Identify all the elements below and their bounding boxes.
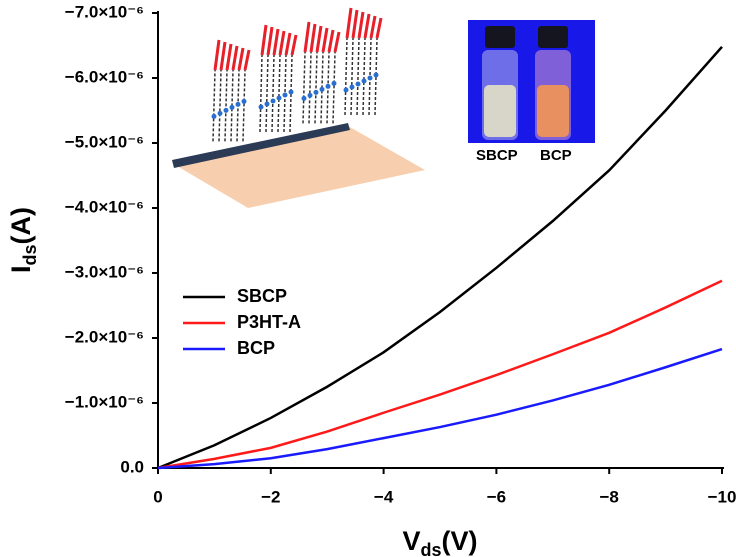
y-tick-label: −3.0×10⁻⁶ bbox=[65, 262, 144, 281]
series-line bbox=[157, 279, 723, 470]
y-tick-label: −1.0×10⁻⁶ bbox=[65, 392, 144, 411]
x-tick-label: 0 bbox=[153, 487, 162, 506]
brush-diagram bbox=[172, 7, 425, 208]
y-axis-symbol: I bbox=[6, 265, 36, 273]
x-axis-unit: (V) bbox=[442, 526, 478, 556]
series-line bbox=[157, 45, 723, 470]
vial-photo: SBCP BCP bbox=[468, 20, 595, 164]
inset-label: BCP bbox=[540, 147, 572, 164]
x-tick-label: −4 bbox=[374, 487, 394, 506]
x-axis-symbol: V bbox=[402, 526, 420, 556]
y-axis-subscript: ds bbox=[20, 244, 40, 265]
y-axis-unit: (A) bbox=[6, 207, 36, 244]
y-tick-label: −4.0×10⁻⁶ bbox=[65, 197, 144, 216]
x-axis-title: Vds(V) bbox=[402, 526, 477, 557]
x-tick-label: −8 bbox=[600, 487, 619, 506]
x-tick-label: −6 bbox=[487, 487, 506, 506]
legend-label: P3HT-A bbox=[237, 312, 301, 332]
x-axis-subscript: ds bbox=[421, 540, 442, 557]
y-tick-label: −5.0×10⁻⁶ bbox=[65, 132, 144, 151]
y-axis-title: Ids(A) bbox=[6, 207, 40, 273]
x-tick-label: −10 bbox=[708, 487, 736, 506]
y-tick-label: −7.0×10⁻⁶ bbox=[65, 2, 144, 21]
y-tick-label: −2.0×10⁻⁶ bbox=[65, 327, 144, 346]
y-tick-label: −6.0×10⁻⁶ bbox=[65, 67, 144, 86]
y-tick-label: 0.0 bbox=[120, 457, 144, 476]
x-tick-label: −2 bbox=[261, 487, 280, 506]
legend-label: BCP bbox=[237, 338, 275, 358]
inset-label: SBCP bbox=[476, 147, 518, 164]
legend-label: SBCP bbox=[237, 286, 287, 306]
series-line bbox=[157, 347, 723, 470]
